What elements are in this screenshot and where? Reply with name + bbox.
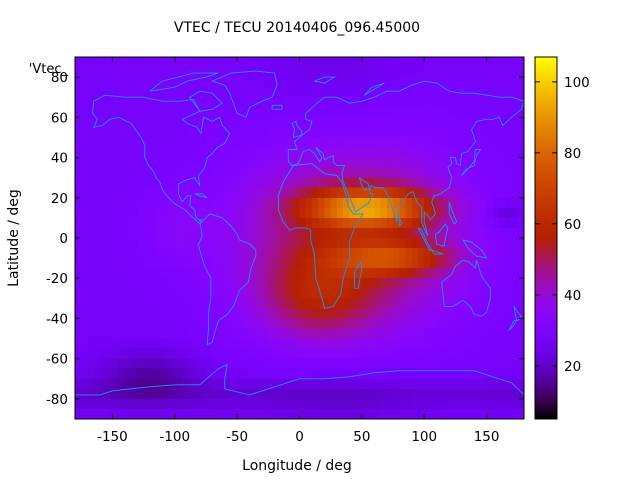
y-tick-label: 60 [51, 110, 68, 126]
colorbar-tick-label: 60 [564, 217, 581, 233]
coastline-new-zealand [508, 306, 523, 331]
colorbar-gradient [534, 56, 558, 420]
coastline-japan [461, 149, 482, 177]
y-tick-label: 20 [51, 191, 68, 207]
coastline-sri-lanka [398, 217, 403, 227]
x-axis-label: Longitude / deg [242, 458, 352, 474]
coastline-eurasia [287, 80, 525, 237]
heatmap-plot-area [75, 57, 524, 419]
coastline-uk [291, 120, 303, 138]
y-tick-label: 40 [51, 151, 68, 167]
colorbar: 20 40 60 80 100 [534, 56, 590, 420]
coastline-south-america [198, 213, 257, 346]
colorbar-tick-label: 20 [564, 359, 581, 375]
y-axis-label: Latitude / deg [6, 189, 22, 287]
chart-title: VTEC / TECU 20140406_096.45000 [174, 20, 420, 36]
y-tick-label: 0 [59, 231, 68, 247]
coastline-java [431, 249, 444, 255]
y-tick-label: 80 [51, 70, 68, 86]
coastline-overlay [75, 70, 525, 396]
x-axis: -150 -100 -50 0 50 100 150 [97, 57, 499, 445]
coastline-greenland [210, 70, 278, 118]
coastline-new-guinea [462, 239, 488, 259]
coastline-indonesia-b [434, 223, 449, 247]
x-tick-label: -100 [159, 429, 190, 445]
y-tick-label: -80 [46, 392, 68, 408]
x-tick-label: -150 [97, 429, 128, 445]
y-axis: -80 -60 -40 -20 0 20 40 60 80 [46, 70, 524, 408]
coastline-antarctica [75, 363, 525, 396]
y-tick-label: -40 [46, 311, 68, 327]
x-tick-label: 150 [474, 429, 500, 445]
x-tick-label: 0 [295, 429, 304, 445]
x-tick-label: -50 [226, 429, 248, 445]
colorbar-tick-label: 40 [564, 288, 581, 304]
colorbar-tick-label: 80 [564, 146, 581, 162]
coastline-philippines [448, 201, 458, 225]
coastline-svalbard [314, 76, 337, 84]
coastline-madagascar [353, 260, 363, 289]
coastline-arctic-islands [149, 72, 219, 92]
coastline-cuba [194, 193, 208, 199]
y-tick-label: -20 [46, 271, 68, 287]
colorbar-tick-label: 100 [564, 75, 590, 91]
vtec-heatmap [75, 57, 524, 419]
x-tick-label: 100 [411, 429, 437, 445]
coastline-australia [441, 259, 491, 317]
coastline-novaya-zemlya [364, 82, 385, 96]
coastline-africa [277, 163, 364, 309]
x-tick-label: 50 [353, 429, 370, 445]
coastline-baffin [189, 90, 223, 112]
coastline-iceland [271, 104, 283, 110]
coastline-north-america [92, 94, 231, 225]
y-tick-label: -60 [46, 352, 68, 368]
legend-key: 'Vtec_ [29, 62, 69, 77]
